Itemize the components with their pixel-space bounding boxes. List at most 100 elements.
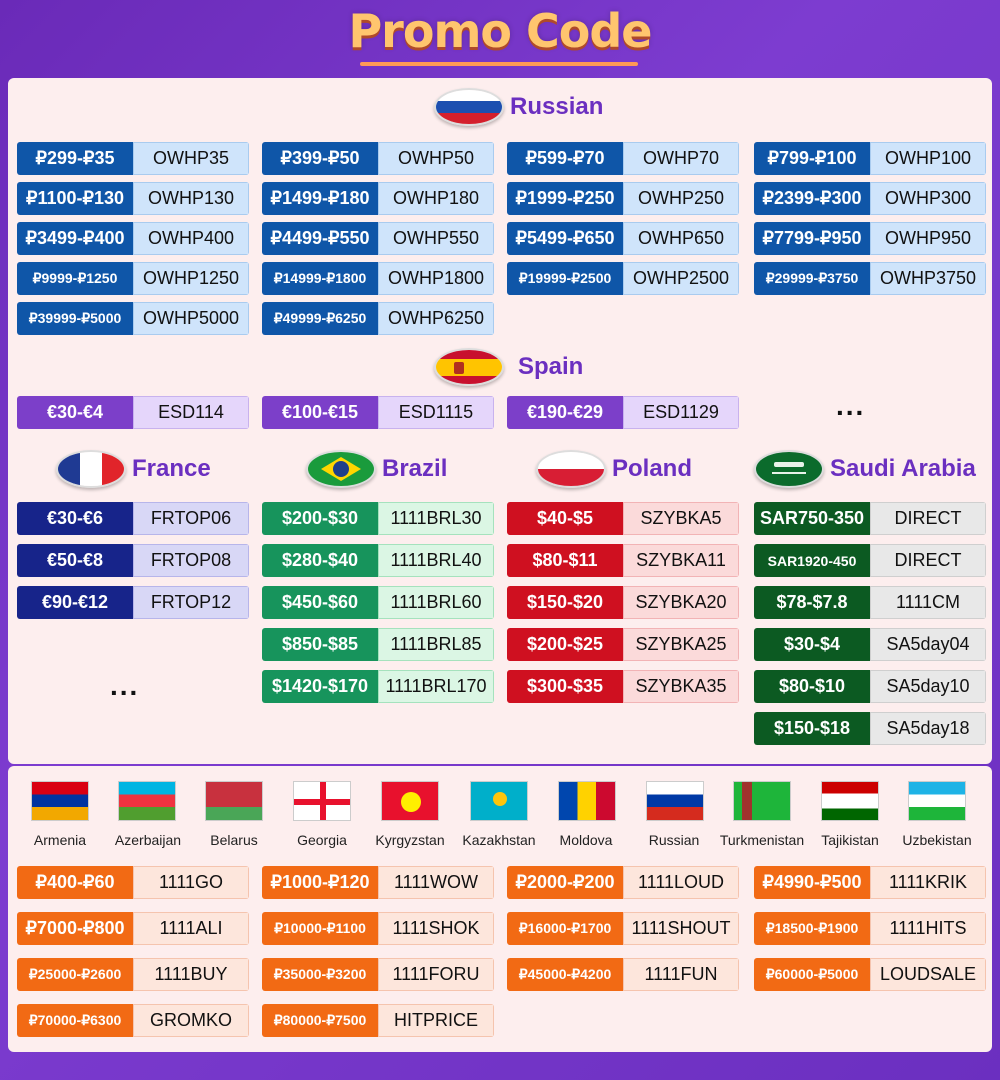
- promo-row: ₽7799-₽950 OWHP950: [754, 222, 986, 255]
- promo-code[interactable]: 1111BUY: [133, 958, 249, 991]
- promo-code[interactable]: OWHP35: [133, 142, 249, 175]
- promo-code[interactable]: GROMKO: [133, 1004, 249, 1037]
- promo-row: $280-$40 1111BRL40: [262, 544, 494, 577]
- section-spain: Spain: [434, 348, 583, 386]
- promo-row: ₽1000-₽120 1111WOW: [262, 866, 494, 899]
- promo-code[interactable]: FRTOP06: [133, 502, 249, 535]
- promo-code[interactable]: 1111BRL40: [378, 544, 494, 577]
- promo-code[interactable]: 1111LOUD: [623, 866, 739, 899]
- promo-amount: ₽39999-₽5000: [17, 302, 133, 335]
- promo-code[interactable]: OWHP5000: [133, 302, 249, 335]
- promo-code[interactable]: FRTOP08: [133, 544, 249, 577]
- promo-code[interactable]: HITPRICE: [378, 1004, 494, 1037]
- promo-code[interactable]: SZYBKA25: [623, 628, 739, 661]
- promo-row: $78-$7.8 1111CM: [754, 586, 986, 619]
- promo-code[interactable]: SA5day18: [870, 712, 986, 745]
- promo-amount: ₽599-₽70: [507, 142, 623, 175]
- promo-code[interactable]: 1111FUN: [623, 958, 739, 991]
- kyrgyzstan-flag-icon: [381, 781, 439, 821]
- promo-row: ₽80000-₽7500 HITPRICE: [262, 1004, 494, 1037]
- promo-code[interactable]: OWHP1800: [378, 262, 494, 295]
- promo-code[interactable]: OWHP1250: [133, 262, 249, 295]
- promo-row: ₽14999-₽1800 OWHP1800: [262, 262, 494, 295]
- promo-code[interactable]: 1111BRL60: [378, 586, 494, 619]
- page-title: Promo Code: [348, 4, 652, 58]
- promo-code[interactable]: 1111CM: [870, 586, 986, 619]
- promo-code[interactable]: SZYBKA20: [623, 586, 739, 619]
- promo-code[interactable]: OWHP3750: [870, 262, 986, 295]
- promo-code[interactable]: SA5day10: [870, 670, 986, 703]
- promo-code[interactable]: OWHP650: [623, 222, 739, 255]
- promo-amount: ₽18500-₽1900: [754, 912, 870, 945]
- promo-code[interactable]: LOUDSALE: [870, 958, 986, 991]
- promo-row: ₽35000-₽3200 1111FORU: [262, 958, 494, 991]
- turkmenistan-flag-icon: [733, 781, 791, 821]
- promo-code[interactable]: ESD114: [133, 396, 249, 429]
- promo-code[interactable]: OWHP6250: [378, 302, 494, 335]
- promo-code[interactable]: OWHP2500: [623, 262, 739, 295]
- section-title-brazil: Brazil: [382, 455, 448, 482]
- promo-code[interactable]: 1111BRL30: [378, 502, 494, 535]
- promo-code[interactable]: OWHP250: [623, 182, 739, 215]
- promo-row: SAR1920-450 DIRECT: [754, 544, 986, 577]
- promo-code[interactable]: SA5day04: [870, 628, 986, 661]
- promo-code[interactable]: 1111KRIK: [870, 866, 986, 899]
- promo-row: €190-€29 ESD1129: [507, 396, 739, 429]
- country-label: Moldova: [559, 832, 613, 848]
- promo-code[interactable]: OWHP950: [870, 222, 986, 255]
- promo-amount: €30-€4: [17, 396, 133, 429]
- country-label: Tajikistan: [821, 832, 879, 848]
- promo-amount: ₽1999-₽250: [507, 182, 623, 215]
- promo-amount: ₽9999-₽1250: [17, 262, 133, 295]
- promo-amount: ₽400-₽60: [17, 866, 133, 899]
- promo-code[interactable]: DIRECT: [870, 502, 986, 535]
- promo-code[interactable]: OWHP130: [133, 182, 249, 215]
- promo-amount: ₽399-₽50: [262, 142, 378, 175]
- promo-code[interactable]: OWHP400: [133, 222, 249, 255]
- promo-code[interactable]: FRTOP12: [133, 586, 249, 619]
- title-underline: [360, 62, 638, 66]
- promo-code[interactable]: 1111ALI: [133, 912, 249, 945]
- promo-row: ₽299-₽35 OWHP35: [17, 142, 249, 175]
- promo-amount: ₽19999-₽2500: [507, 262, 623, 295]
- belarus-flag-icon: [205, 781, 263, 821]
- promo-code[interactable]: 1111WOW: [378, 866, 494, 899]
- promo-row: ₽5499-₽650 OWHP650: [507, 222, 739, 255]
- promo-code[interactable]: ESD1115: [378, 396, 494, 429]
- section-title-poland: Poland: [612, 455, 693, 482]
- saudi-flag-icon: [754, 450, 824, 488]
- promo-code[interactable]: 1111FORU: [378, 958, 494, 991]
- promo-code[interactable]: OWHP50: [378, 142, 494, 175]
- promo-amount: €100-€15: [262, 396, 378, 429]
- promo-amount: ₽49999-₽6250: [262, 302, 378, 335]
- promo-amount: ₽14999-₽1800: [262, 262, 378, 295]
- promo-code[interactable]: DIRECT: [870, 544, 986, 577]
- promo-code[interactable]: 1111BRL170: [378, 670, 494, 703]
- promo-code[interactable]: 1111GO: [133, 866, 249, 899]
- promo-code[interactable]: SZYBKA11: [623, 544, 739, 577]
- promo-amount: ₽80000-₽7500: [262, 1004, 378, 1037]
- promo-row: $150-$20 SZYBKA20: [507, 586, 739, 619]
- promo-amount: ₽799-₽100: [754, 142, 870, 175]
- promo-code[interactable]: 1111SHOUT: [623, 912, 739, 945]
- promo-row: ₽7000-₽800 1111ALI: [17, 912, 249, 945]
- promo-amount: €30-€6: [17, 502, 133, 535]
- promo-row: ₽10000-₽1100 1111SHOK: [262, 912, 494, 945]
- promo-code[interactable]: OWHP550: [378, 222, 494, 255]
- promo-row: €30-€4 ESD114: [17, 396, 249, 429]
- promo-code[interactable]: OWHP100: [870, 142, 986, 175]
- promo-row: SAR750-350 DIRECT: [754, 502, 986, 535]
- promo-code[interactable]: OWHP70: [623, 142, 739, 175]
- promo-row: €100-€15 ESD1115: [262, 396, 494, 429]
- promo-code[interactable]: SZYBKA35: [623, 670, 739, 703]
- promo-code[interactable]: 1111HITS: [870, 912, 986, 945]
- promo-code[interactable]: ESD1129: [623, 396, 739, 429]
- promo-code[interactable]: 1111BRL85: [378, 628, 494, 661]
- promo-row: ₽9999-₽1250 OWHP1250: [17, 262, 249, 295]
- promo-code[interactable]: 1111SHOK: [378, 912, 494, 945]
- promo-code[interactable]: SZYBKA5: [623, 502, 739, 535]
- section-russian: Russian: [434, 88, 603, 126]
- promo-code[interactable]: OWHP180: [378, 182, 494, 215]
- promo-amount: ₽29999-₽3750: [754, 262, 870, 295]
- promo-code[interactable]: OWHP300: [870, 182, 986, 215]
